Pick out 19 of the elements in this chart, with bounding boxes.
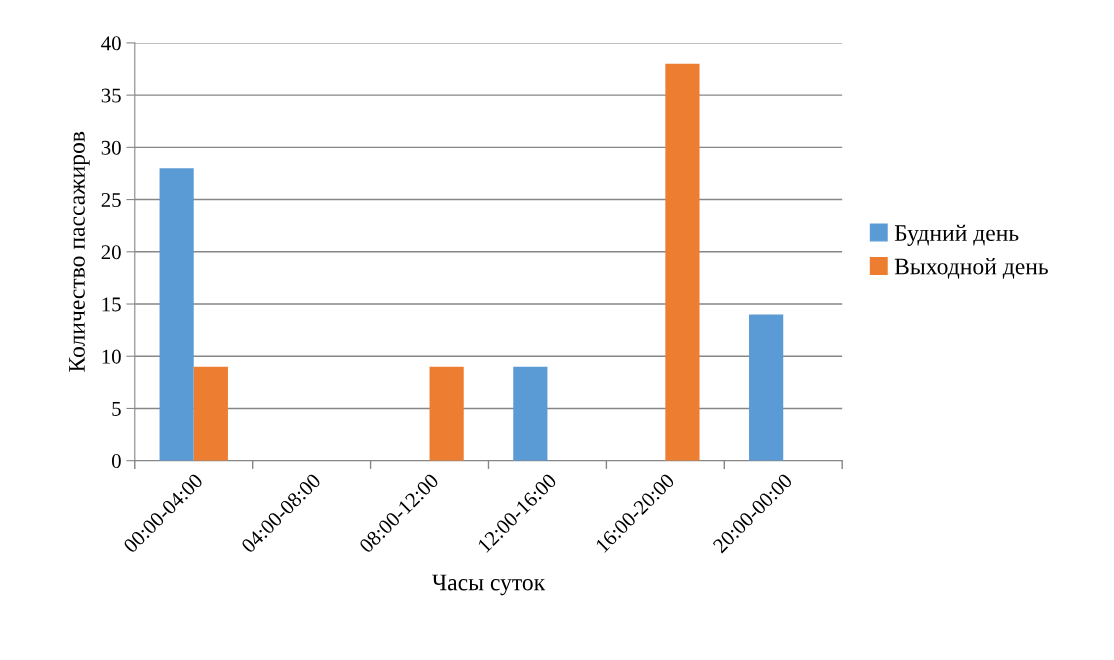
bar — [665, 63, 700, 461]
bar — [749, 314, 784, 461]
x-axis-title: Часы суток — [432, 574, 546, 596]
y-axis-title: Количество пассажиров — [69, 131, 90, 372]
y-tick-label: 25 — [101, 193, 121, 207]
y-tick-label: 0 — [111, 454, 121, 469]
y-tick-label: 10 — [102, 349, 121, 364]
bar — [159, 168, 194, 461]
y-tick-label: 15 — [102, 297, 121, 312]
y-tick-label: 35 — [101, 88, 121, 103]
bar — [193, 366, 228, 461]
y-tick-label: 40 — [101, 36, 121, 51]
legend-label: Будний день — [894, 224, 1019, 246]
bar — [513, 366, 548, 461]
y-tick-label: 20 — [101, 245, 121, 260]
bar — [429, 366, 464, 461]
y-tick-label: 30 — [101, 140, 121, 155]
y-tick-label: 5 — [112, 402, 121, 416]
legend-label: Выходной день — [894, 258, 1048, 279]
